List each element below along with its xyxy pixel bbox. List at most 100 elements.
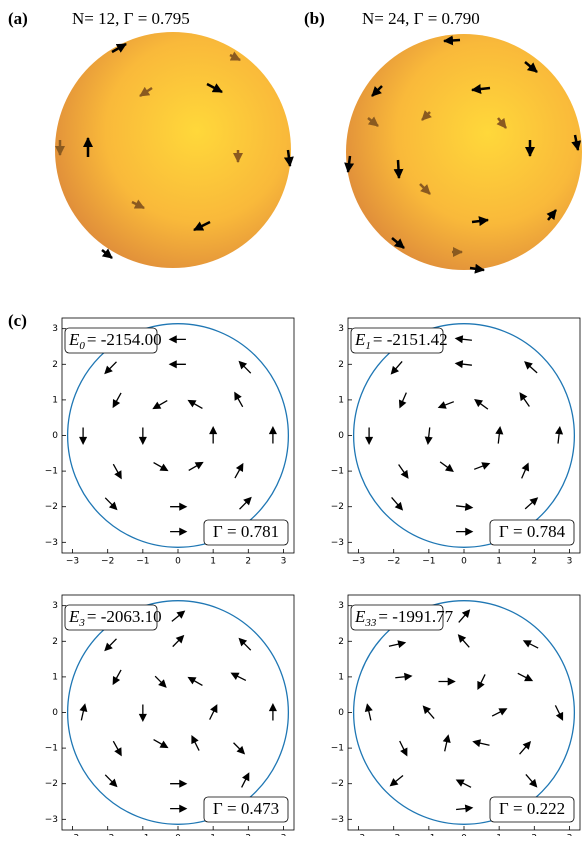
arrow: [210, 705, 217, 719]
y-tick-label: −1: [331, 467, 344, 477]
arrow: [80, 427, 86, 443]
gamma-label: Γ = 0.222: [499, 799, 565, 818]
y-tick-label: 1: [338, 395, 344, 405]
x-tick-label: 3: [281, 557, 287, 567]
arrow: [400, 741, 407, 755]
y-tick-label: 1: [52, 672, 58, 682]
arrow: [459, 635, 470, 647]
x-tick-label: −2: [387, 557, 400, 567]
figure: (a) N= 12, Γ = 0.795 (b) N= 24, Γ = 0.79…: [0, 0, 582, 836]
panel-label: (c): [8, 311, 27, 330]
arrow: [240, 498, 251, 509]
arrow: [456, 336, 472, 342]
y-tick-label: 2: [52, 637, 58, 647]
arrow: [478, 674, 485, 688]
y-tick-label: −2: [331, 779, 344, 789]
arrow: [440, 462, 453, 471]
gamma-label: Γ = 0.784: [499, 522, 566, 541]
arrow: [113, 741, 121, 755]
arrow: [232, 673, 246, 680]
arrow: [192, 736, 199, 750]
arrow: [459, 610, 470, 622]
boundary-circle: [354, 601, 575, 825]
arrow: [426, 427, 432, 443]
y-tick-label: −3: [45, 815, 58, 825]
arrow: [439, 679, 455, 685]
y-tick-label: −1: [331, 744, 344, 754]
arrow: [456, 504, 472, 510]
energy-index: 33: [364, 617, 377, 629]
arrow: [113, 393, 121, 407]
y-tick-label: −2: [45, 779, 58, 789]
arrow: [173, 636, 184, 647]
boundary-circle: [68, 601, 289, 825]
arrow: [170, 781, 186, 787]
arrow: [492, 709, 506, 716]
x-tick-label: −2: [101, 557, 114, 567]
arrow: [113, 670, 121, 684]
arrow: [105, 775, 116, 786]
arrow: [456, 529, 472, 535]
arrow: [140, 427, 146, 443]
sphere-a: [55, 32, 291, 268]
arrow: [399, 465, 408, 478]
y-tick-label: 0: [52, 708, 58, 718]
arrow: [424, 706, 435, 718]
arrow: [456, 805, 472, 811]
y-tick-label: −1: [45, 744, 58, 754]
y-tick-label: −3: [45, 538, 58, 548]
y-tick-label: 3: [338, 324, 344, 334]
arrow: [525, 362, 537, 373]
y-tick-label: 0: [338, 431, 344, 441]
x-tick-label: 1: [496, 557, 502, 567]
arrow: [234, 743, 245, 754]
energy-symbol: E: [68, 607, 80, 626]
quiver-panel: −3−2−10123−3−2−10123E33= -1991.77Γ = 0.2…: [331, 595, 580, 836]
arrow: [389, 641, 405, 647]
y-tick-label: 2: [52, 360, 58, 370]
boundary-circle: [68, 324, 289, 548]
energy-value: = -2063.10: [87, 607, 162, 626]
arrow: [444, 736, 450, 752]
arrow: [439, 402, 454, 408]
arrow: [240, 362, 251, 373]
x-tick-label: −1: [422, 557, 435, 567]
arrow: [242, 774, 249, 788]
x-tick-label: −3: [66, 557, 79, 567]
page: {"panels": [ {"label": "(a)", "title": "…: [0, 0, 582, 841]
arrow: [210, 427, 216, 443]
arrow: [395, 674, 411, 680]
arrow: [105, 639, 116, 650]
x-tick-label: 0: [175, 557, 181, 567]
x-tick-label: −1: [136, 557, 149, 567]
energy-index: 3: [78, 617, 85, 629]
arrow: [270, 704, 276, 720]
arrow: [170, 336, 186, 342]
arrow: [154, 463, 168, 471]
energy-symbol: E: [354, 607, 366, 626]
energy-index: 1: [365, 340, 371, 352]
energy-value: = -2151.42: [373, 330, 448, 349]
arrow: [475, 400, 488, 409]
x-tick-label: 1: [210, 557, 216, 567]
arrow: [189, 678, 203, 686]
arrow: [235, 464, 243, 478]
y-tick-label: 0: [52, 431, 58, 441]
arrow: [170, 529, 186, 535]
arrow: [172, 611, 184, 621]
arrow: [170, 806, 186, 812]
arrow: [391, 776, 403, 786]
arrow: [81, 705, 87, 721]
y-tick-label: −1: [45, 467, 58, 477]
energy-value: = -1991.77: [378, 607, 453, 626]
x-tick-label: 2: [245, 557, 251, 567]
y-tick-label: −2: [45, 502, 58, 512]
arrow: [400, 393, 407, 408]
arrow: [366, 427, 372, 443]
y-tick-label: 2: [338, 637, 344, 647]
arrow: [474, 463, 489, 469]
energy-symbol: E: [68, 330, 80, 349]
panel-label: (a): [8, 9, 28, 28]
arrow: [189, 463, 203, 471]
